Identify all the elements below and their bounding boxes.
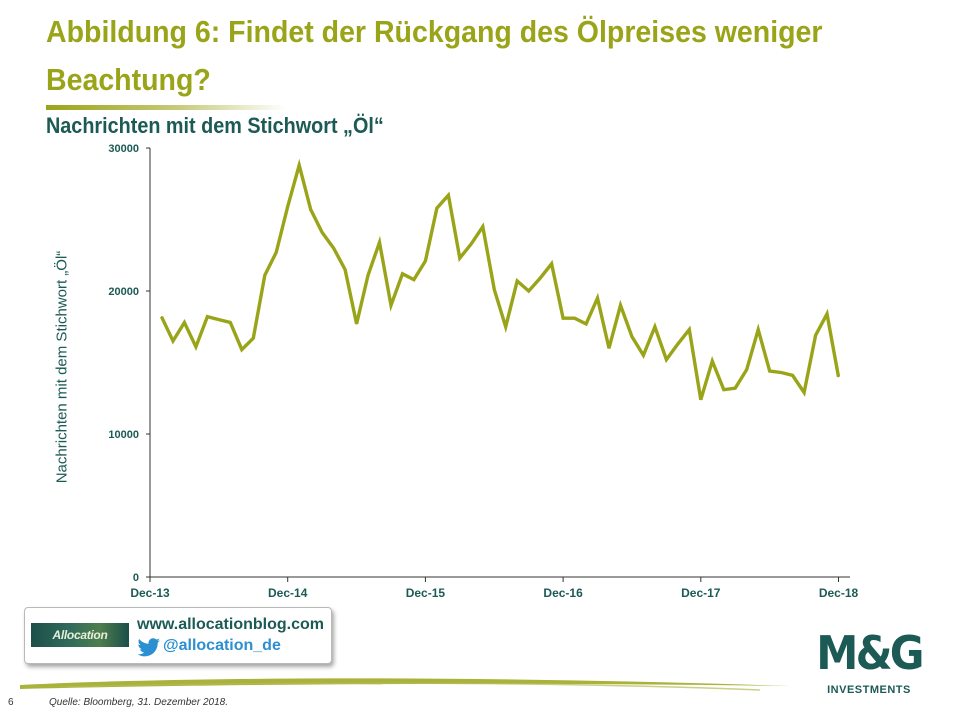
data-point (551, 263, 553, 265)
data-point (195, 346, 197, 348)
data-point (470, 243, 472, 245)
data-point (344, 268, 346, 271)
data-point (424, 260, 427, 262)
data-point (264, 274, 266, 276)
chart-axes (149, 148, 850, 578)
data-point (367, 274, 369, 276)
data-point (757, 329, 759, 331)
data-point (826, 313, 828, 315)
y-tick-label: 30000 (108, 143, 139, 155)
slide-title: Abbildung 6: Findet der Rückgang des Ölp… (46, 14, 823, 97)
data-point (539, 277, 541, 279)
allocation-logo: Allocation (31, 623, 129, 647)
data-point (447, 194, 449, 196)
data-point (333, 247, 335, 249)
source-note: Quelle: Bloomberg, 31. Dezember 2018. (49, 697, 228, 708)
bottom-brush-stroke (20, 678, 790, 691)
x-tick-label: Dec-13 (130, 586, 170, 600)
data-point (677, 343, 679, 345)
x-tick-label: Dec-17 (681, 586, 721, 600)
y-tick-label: 10000 (108, 429, 139, 441)
data-point (528, 290, 530, 292)
blog-promo-box[interactable]: Allocation www.allocationblog.com @alloc… (24, 607, 332, 664)
series-line (159, 158, 841, 401)
data-point (172, 340, 174, 342)
data-point (218, 319, 220, 321)
data-point (252, 337, 254, 339)
data-point (700, 399, 702, 401)
data-point (792, 374, 794, 376)
chart-ticks: 0 10000 20000 30000 Dec-13 Dec-14 Dec-15 Dec-16… (108, 143, 858, 600)
data-point (688, 329, 690, 331)
twitter-bird-icon (137, 638, 160, 657)
data-point (596, 297, 599, 299)
data-point (723, 389, 725, 391)
data-point (654, 326, 656, 328)
data-point (803, 391, 805, 394)
data-point (401, 273, 404, 275)
mg-wordmark: M&G (816, 626, 924, 680)
data-point (665, 359, 667, 361)
data-point (573, 317, 576, 319)
data-point (321, 231, 323, 233)
blog-url-link[interactable]: www.allocationblog.com (137, 616, 324, 633)
data-point (310, 208, 312, 211)
data-point (436, 207, 438, 209)
mg-investments-logo: M&G INVESTMENTS (810, 626, 928, 700)
data-point (769, 370, 771, 372)
data-point (608, 347, 610, 349)
data-point (734, 387, 736, 389)
mg-subtitle: INVESTMENTS (827, 684, 911, 696)
data-point (160, 316, 163, 318)
data-point (516, 280, 518, 282)
title-underline (46, 105, 286, 110)
data-point (390, 304, 392, 306)
data-point (413, 278, 415, 281)
data-point (562, 317, 564, 319)
data-point (459, 257, 461, 259)
data-point (711, 360, 713, 362)
data-point (355, 323, 358, 325)
data-point (746, 369, 748, 371)
data-point (619, 304, 622, 306)
data-point (378, 241, 381, 243)
data-point (505, 326, 507, 328)
twitter-handle-link[interactable]: @allocation_de (163, 637, 281, 654)
data-point (206, 316, 208, 318)
x-tick-label: Dec-16 (543, 586, 583, 600)
chart-series (159, 158, 841, 401)
data-point (241, 349, 243, 351)
data-point (298, 164, 300, 166)
x-tick-label: Dec-18 (819, 586, 859, 600)
y-tick-label: 20000 (108, 286, 139, 298)
data-point (631, 336, 633, 338)
page-number: 6 (8, 697, 14, 708)
data-point (482, 226, 484, 228)
chart-subtitle: Nachrichten mit dem Stichwort „Öl“ (46, 113, 384, 138)
data-point (229, 321, 231, 324)
data-point (275, 251, 277, 253)
x-tick-label: Dec-15 (406, 586, 446, 600)
data-point (585, 323, 587, 325)
data-point (780, 371, 782, 374)
y-tick-label: 0 (133, 572, 139, 584)
data-point (642, 354, 645, 356)
data-point (837, 376, 840, 378)
data-point (814, 334, 817, 336)
data-point (183, 321, 186, 324)
x-tick-label: Dec-14 (268, 586, 308, 600)
y-axis-label: Nachrichten mit dem Stichwort „Öl“ (53, 250, 71, 484)
data-point (287, 206, 289, 208)
data-point (493, 288, 495, 291)
